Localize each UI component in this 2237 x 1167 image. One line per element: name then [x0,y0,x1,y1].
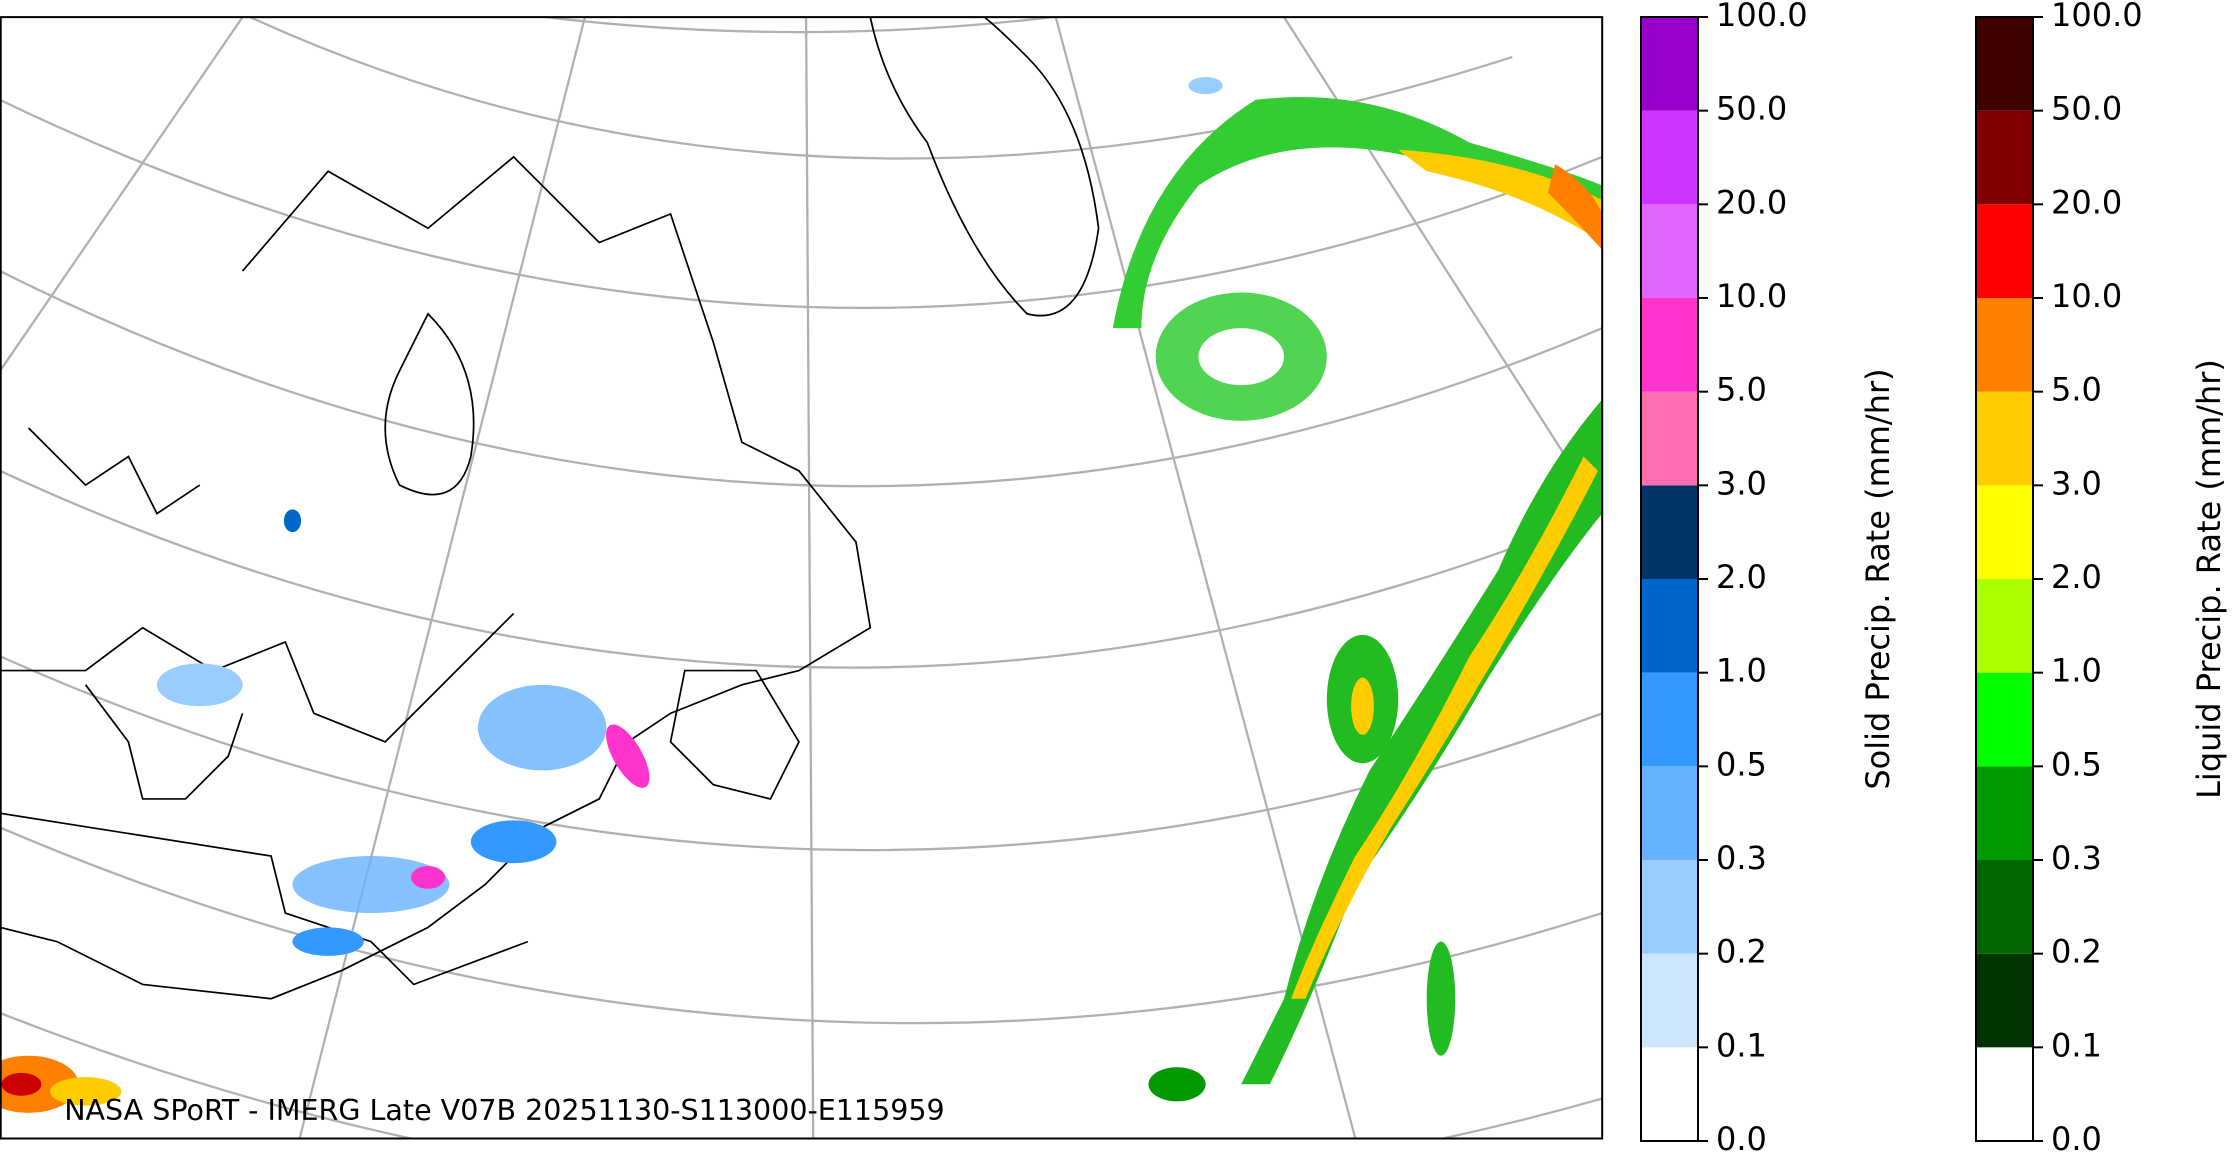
colorbar-label: Solid Precip. Rate (mm/hr) [1859,368,1897,789]
colorbar-tick-label: 1.0 [2051,652,2102,690]
colorbar-tick-label: 0.0 [2051,1120,2102,1158]
colorbar-tick-label: 5.0 [2051,371,2102,409]
map-caption: NASA SPoRT - IMERG Late V07B 20251130-S1… [64,1094,944,1127]
colorbar-segment [1641,766,1698,860]
colorbar-segment [1976,672,2033,767]
colorbar-segment [1976,1047,2033,1141]
colorbar-tick-label: 3.0 [2051,464,2102,502]
colorbar-tick-label: 20.0 [1716,183,1787,221]
colorbar-tick-label: 0.1 [2051,1026,2102,1064]
coastlines [0,17,1100,1000]
colorbar-tick-label: 0.3 [2051,839,2102,877]
colorbar-segment [1976,204,2033,298]
colorbar-tick-label: 10.0 [1716,277,1787,315]
colorbar-segment [1976,860,2033,954]
colorbar-segment [1641,110,1698,205]
colorbar-segment [1976,766,2033,860]
colorbar-tick-label: 10.0 [2051,277,2122,315]
colorbar-segment [1641,391,1698,486]
colorbar-tick-label: 0.5 [2051,745,2102,783]
colorbar-tick-label: 20.0 [2051,183,2122,221]
colorbar-tick-label: 100.0 [1716,0,1808,34]
colorbar-segment [1641,204,1698,298]
colorbar-segment [1976,953,2033,1048]
graticule [0,17,1603,1139]
colorbar-segment [1641,860,1698,954]
colorbar-tick-label: 50.0 [2051,90,2122,128]
colorbar-tick-label: 0.3 [1716,839,1767,877]
map-frame [0,16,1604,1140]
colorbar-segment [1976,485,2033,579]
colorbar-segment [1976,17,2033,111]
colorbar-tick-label: 0.5 [1716,745,1767,783]
colorbar-segment [1976,391,2033,486]
colorbar-tick-label: 0.0 [1716,1120,1767,1158]
colorbar-tick-label: 0.2 [2051,933,2102,971]
colorbar-tick-label: 2.0 [1716,558,1767,596]
colorbar-segment [1641,953,1698,1048]
colorbar-tick-label: 5.0 [1716,371,1767,409]
colorbar-label: Liquid Precip. Rate (mm/hr) [2190,359,2228,799]
colorbar-tick-label: 1.0 [1716,652,1767,690]
colorbar-tick-label: 100.0 [2051,0,2143,34]
colorbar-segment [1641,672,1698,767]
colorbar-segment [1641,485,1698,579]
colorbar-segment [1641,298,1698,392]
colorbar-segment [1641,17,1698,111]
colorbar-tick-label: 2.0 [2051,558,2102,596]
colorbar-tick-label: 0.1 [1716,1026,1767,1064]
colorbar-segment [1641,579,1698,673]
colorbar-tick-label: 0.2 [1716,933,1767,971]
map: NASA SPoRT - IMERG Late V07B 20251130-S1… [0,16,1604,1140]
precipitation [0,77,1603,1113]
colorbar-segment [1976,110,2033,205]
colorbar-tick-label: 3.0 [1716,464,1767,502]
colorbar-tick-label: 50.0 [1716,90,1787,128]
colorbar-segment [1976,298,2033,392]
colorbar-segment [1976,579,2033,673]
colorbar-segment [1641,1047,1698,1141]
